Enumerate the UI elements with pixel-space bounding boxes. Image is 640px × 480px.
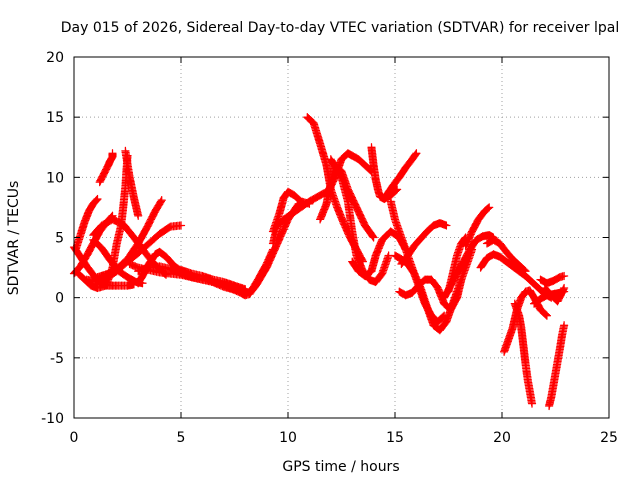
series-arc-31 <box>444 233 470 296</box>
x-axis-label: GPS time / hours <box>282 459 399 475</box>
series-arc-25 <box>386 197 449 326</box>
y-tick-label: 5 <box>55 231 64 247</box>
x-tick-label: 20 <box>493 430 511 446</box>
series-arc-28 <box>397 218 451 269</box>
x-tick-label: 15 <box>386 430 404 446</box>
data-series-group <box>69 113 569 411</box>
series-arc-32 <box>476 250 556 302</box>
y-tick-label: 0 <box>55 291 64 307</box>
x-tick-label: 25 <box>600 430 618 446</box>
x-tick-label: 10 <box>279 430 297 446</box>
y-tick-label: -10 <box>41 411 64 427</box>
series-arc-6 <box>121 146 143 220</box>
y-tick-label: 20 <box>46 50 64 66</box>
chart-title: Day 015 of 2026, Sidereal Day-to-day VTE… <box>61 20 619 36</box>
y-axis-label: SDTVAR / TECUs <box>6 181 22 296</box>
series-arc-35 <box>510 299 537 408</box>
series-arc-10 <box>93 196 166 282</box>
series-arc-3 <box>71 194 102 253</box>
series-arc-40 <box>176 265 250 294</box>
series-arc-33 <box>482 235 530 276</box>
series-arc-38 <box>540 283 569 306</box>
series-arc-24 <box>382 149 421 200</box>
y-tick-label: 15 <box>46 110 64 126</box>
y-tick-label: 10 <box>46 170 64 186</box>
series-arc-4 <box>95 149 117 187</box>
y-tick-label: -5 <box>50 351 64 367</box>
series-arc-39 <box>544 321 569 411</box>
plot-frame <box>73 56 610 419</box>
series-arc-23 <box>367 143 402 204</box>
series-arc-17 <box>268 187 314 236</box>
x-tick-label: 5 <box>177 430 186 446</box>
series-arc-21 <box>326 155 393 287</box>
x-tick-label: 0 <box>70 430 79 446</box>
series-arc-37 <box>536 271 569 288</box>
